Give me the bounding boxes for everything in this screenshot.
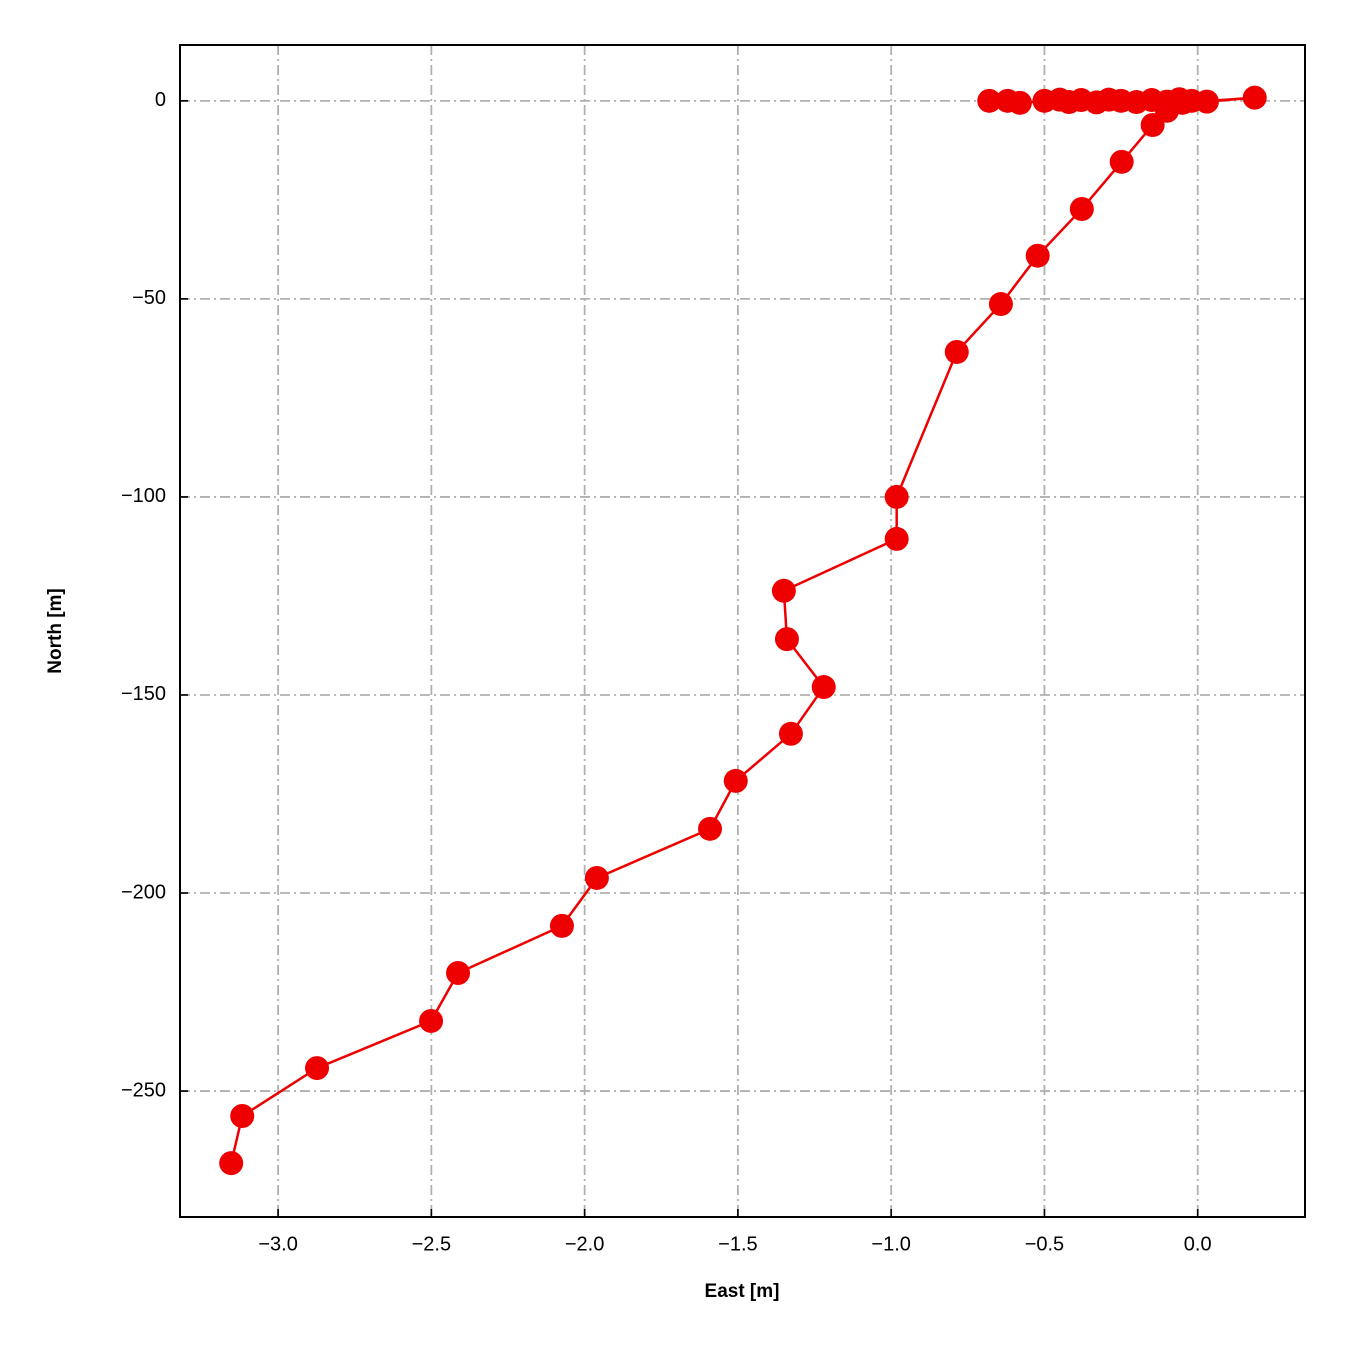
data-point xyxy=(1007,90,1032,115)
x-tick-label: −1.0 xyxy=(871,1233,910,1255)
data-point xyxy=(771,578,796,603)
x-tick-label: 0.0 xyxy=(1184,1233,1212,1255)
y-tick-label: −250 xyxy=(121,1079,166,1101)
data-point xyxy=(723,768,748,793)
y-tick-label: −100 xyxy=(121,485,166,507)
data-point xyxy=(778,721,803,746)
x-tick-label: −2.5 xyxy=(412,1233,451,1255)
x-axis-title: East [m] xyxy=(705,1281,780,1302)
data-point xyxy=(219,1151,244,1176)
x-tick-label: −0.5 xyxy=(1025,1233,1064,1255)
x-tick-label: −1.5 xyxy=(718,1233,757,1255)
data-point xyxy=(1194,89,1219,114)
data-line xyxy=(229,96,1255,1164)
x-tick-label: −2.0 xyxy=(565,1233,604,1255)
x-tick-label: −3.0 xyxy=(258,1233,297,1255)
y-tick-label: 0 xyxy=(155,89,166,111)
data-point xyxy=(419,1008,444,1033)
y-tick-label: −150 xyxy=(121,683,166,705)
y-axis-title: North [m] xyxy=(45,588,66,673)
data-point xyxy=(1140,113,1165,138)
y-tick-label: −50 xyxy=(132,287,166,309)
data-point xyxy=(977,88,1002,113)
data-point xyxy=(584,865,609,890)
data-point xyxy=(811,675,836,700)
data-point xyxy=(446,961,471,986)
data-point xyxy=(944,339,969,364)
data-point xyxy=(549,913,574,938)
data-point xyxy=(884,484,909,509)
plot-frame xyxy=(179,44,1306,1218)
data-point xyxy=(1025,243,1050,268)
data-point xyxy=(698,816,723,841)
data-point xyxy=(1109,149,1134,174)
y-tick-label: −200 xyxy=(121,881,166,903)
data-point xyxy=(988,292,1013,317)
data-point xyxy=(305,1056,330,1081)
data-point xyxy=(1242,85,1267,110)
data-point xyxy=(884,526,909,551)
data-point xyxy=(1069,196,1094,221)
data-point xyxy=(230,1103,255,1128)
data-point xyxy=(774,627,799,652)
